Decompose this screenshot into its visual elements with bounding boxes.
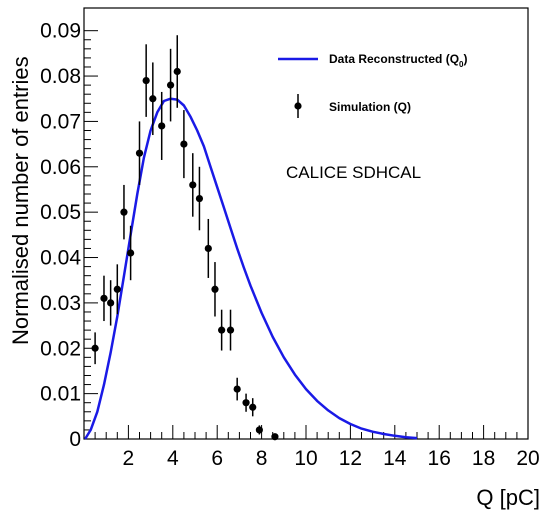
legend-label-data: Data Reconstructed (Q0)	[329, 52, 467, 69]
legend-label-simulation: Simulation (Q)	[329, 100, 411, 114]
sim-point	[142, 76, 150, 85]
plot-frame	[83, 7, 529, 440]
y-tick-label: 0.01	[40, 383, 81, 406]
sim-point	[91, 344, 99, 352]
sim-point	[158, 122, 166, 130]
sim-point	[100, 294, 108, 302]
x-tick-label: 4	[167, 447, 179, 470]
y-tick-label: 0.03	[40, 292, 81, 315]
sim-point	[195, 194, 204, 203]
x-axis: 2 4 6 8 10 12 14 16 18 20	[94, 425, 540, 470]
x-tick-label: 20	[516, 447, 539, 470]
legend-marker-swatch	[294, 102, 302, 110]
x-tick-label: 10	[294, 447, 317, 470]
legend: Data Reconstructed (Q0) Simulation (Q)	[278, 52, 467, 118]
sim-point	[271, 433, 279, 441]
sim-point	[218, 326, 226, 334]
sim-point	[135, 149, 144, 157]
x-tick-label: 16	[428, 447, 451, 470]
y-axis: 0 0.01 0.02 0.03 0.04 0.05 0.06 0.07 0.08 0.09	[40, 20, 98, 451]
sim-point	[173, 67, 181, 76]
sim-point	[242, 399, 250, 407]
y-tick-label: 0	[69, 428, 81, 451]
sim-point	[113, 285, 121, 293]
sim-point	[189, 181, 197, 189]
sim-point	[107, 299, 115, 307]
sim-point	[120, 208, 128, 216]
series-line-data-reconstructed	[84, 97, 418, 440]
sim-point	[149, 95, 157, 103]
sim-point	[233, 385, 241, 393]
x-axis-title: Q [pC]	[476, 485, 540, 510]
x-tick-label: 8	[256, 447, 268, 470]
y-tick-label: 0.08	[40, 65, 81, 88]
y-tick-label: 0.05	[40, 201, 81, 224]
sim-point	[204, 244, 212, 253]
x-tick-label: 18	[472, 447, 495, 470]
sim-point	[127, 249, 135, 257]
y-tick-label: 0.06	[40, 156, 81, 179]
x-tick-label: 14	[383, 447, 407, 470]
sim-point	[166, 81, 175, 89]
sim-point	[249, 403, 257, 411]
annotation-calice-sdhcal: CALICE SDHCAL	[286, 163, 421, 182]
y-tick-label: 0.04	[40, 247, 81, 270]
sim-point	[255, 426, 263, 434]
sim-point	[211, 285, 219, 293]
x-tick-label: 2	[123, 447, 135, 470]
y-tick-label: 0.07	[40, 110, 81, 133]
x-tick-label: 6	[211, 447, 223, 470]
y-tick-label: 0.02	[40, 337, 81, 360]
sim-point	[180, 140, 188, 148]
y-axis-title: Normalised number of entries	[8, 56, 33, 345]
sim-point	[226, 326, 235, 334]
y-tick-label: 0.09	[40, 20, 81, 43]
series-layer	[84, 35, 418, 441]
x-tick-label: 12	[339, 447, 362, 470]
